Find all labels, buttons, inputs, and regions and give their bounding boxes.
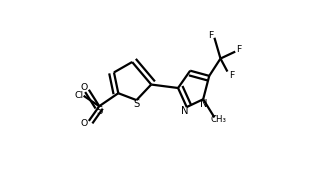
Text: N: N xyxy=(181,106,189,116)
Text: F: F xyxy=(208,31,214,40)
Text: S: S xyxy=(133,99,140,109)
Text: F: F xyxy=(236,45,241,54)
Text: CH₃: CH₃ xyxy=(211,115,227,124)
Text: S: S xyxy=(96,106,102,115)
Text: O: O xyxy=(81,83,88,93)
Text: Cl: Cl xyxy=(75,91,84,100)
Text: F: F xyxy=(229,71,234,80)
Text: N: N xyxy=(200,99,208,109)
Text: O: O xyxy=(81,119,88,128)
